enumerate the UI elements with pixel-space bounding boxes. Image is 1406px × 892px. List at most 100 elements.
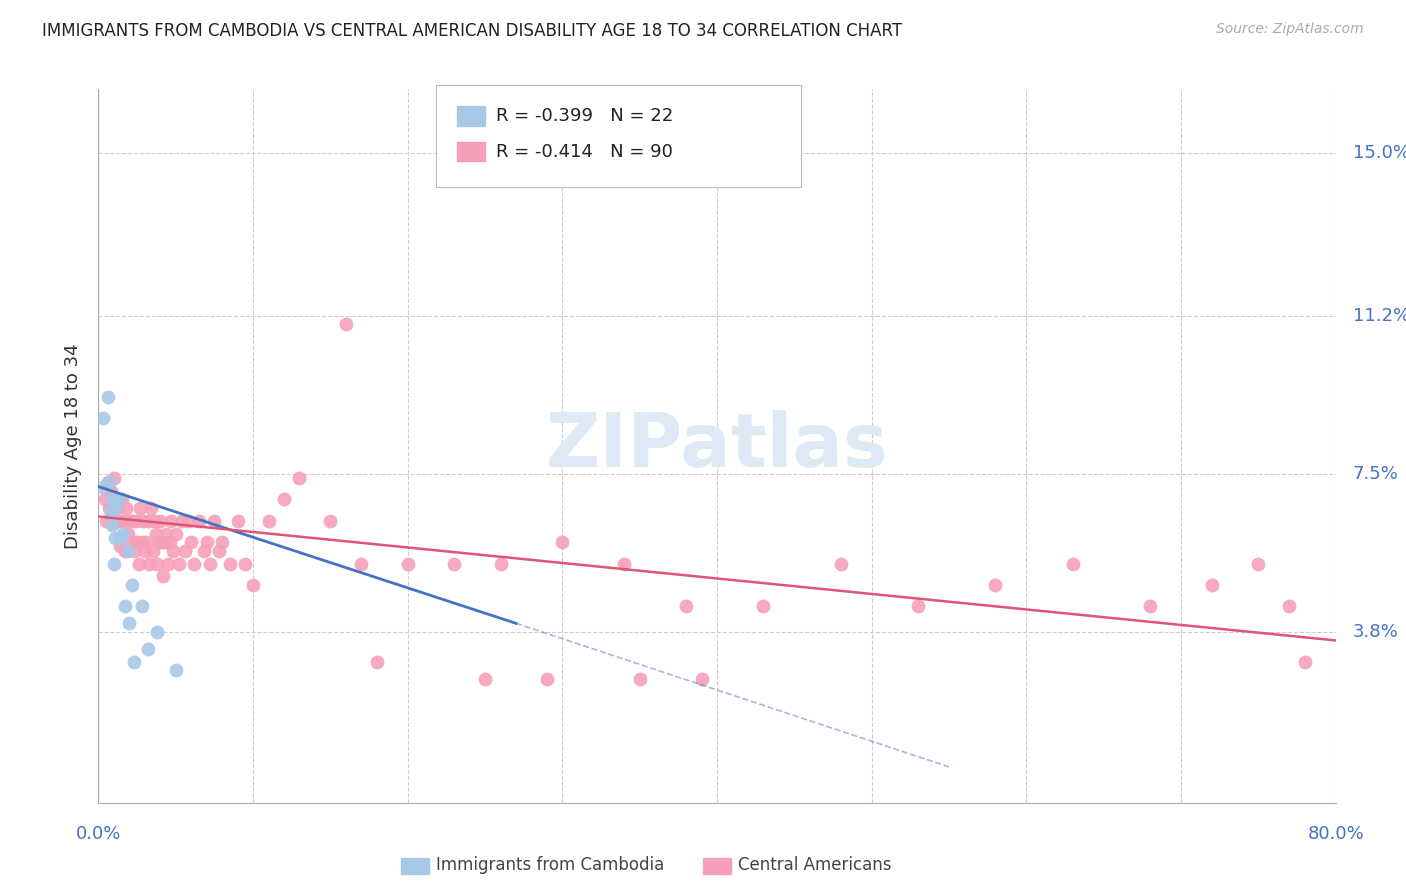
Point [129,500,152,515]
Point [675,599,697,614]
Point [288,471,311,485]
Point [1201,578,1223,592]
Point [551,535,574,549]
Point [97,390,120,404]
Point [97,475,120,490]
Point [104,514,127,528]
Point [101,492,124,507]
Point [107,492,129,507]
Point [335,317,357,331]
Point [219,557,242,571]
Point [170,514,193,528]
Point [150,535,173,549]
Point [152,569,174,583]
Point [134,543,156,558]
Point [165,663,187,677]
Point [160,514,183,528]
Text: 7.5%: 7.5% [1353,465,1399,483]
Point [162,543,184,558]
Point [100,505,122,519]
Point [120,535,142,549]
Point [1139,599,1161,614]
Point [121,578,143,592]
Point [148,535,170,549]
Point [233,557,257,571]
Text: 3.8%: 3.8% [1353,623,1399,640]
Point [114,599,136,614]
Point [121,514,143,528]
Point [396,557,419,571]
Point [188,514,211,528]
Point [489,557,512,571]
Point [104,500,127,515]
Text: IMMIGRANTS FROM CAMBODIA VS CENTRAL AMERICAN DISABILITY AGE 18 TO 34 CORRELATION: IMMIGRANTS FROM CAMBODIA VS CENTRAL AMER… [42,22,903,40]
Point [1062,557,1084,571]
Point [98,500,121,515]
Point [103,557,125,571]
Point [118,514,141,528]
Point [112,514,135,528]
Text: ZIPatlas: ZIPatlas [546,409,889,483]
Point [195,535,218,549]
Point [131,535,153,549]
Point [443,557,465,571]
Point [96,514,118,528]
Point [101,518,124,533]
Point [628,672,651,686]
Point [127,535,149,549]
Text: R = -0.414   N = 90: R = -0.414 N = 90 [496,143,673,161]
Text: 15.0%: 15.0% [1353,145,1406,162]
Point [104,531,127,545]
Point [211,535,233,549]
Point [204,514,226,528]
Point [165,526,187,541]
Point [103,471,125,485]
Point [145,526,167,541]
Point [91,480,114,494]
Point [350,557,373,571]
Point [183,557,205,571]
Point [474,672,496,686]
Text: Source: ZipAtlas.com: Source: ZipAtlas.com [1216,22,1364,37]
Point [174,543,197,558]
Point [319,514,342,528]
Point [136,514,159,528]
Point [1278,599,1301,614]
Point [613,557,636,571]
Point [193,543,215,558]
Text: 11.2%: 11.2% [1353,307,1406,325]
Text: R = -0.399   N = 22: R = -0.399 N = 22 [496,107,673,125]
Text: 80.0%: 80.0% [1308,825,1364,843]
Point [830,557,852,571]
Y-axis label: Disability Age 18 to 34: Disability Age 18 to 34 [65,343,83,549]
Point [107,514,129,528]
Point [118,616,141,631]
Point [226,514,249,528]
Point [101,514,124,528]
Point [111,492,132,507]
Point [128,557,150,571]
Point [135,535,157,549]
Point [132,514,155,528]
Point [1247,557,1270,571]
Point [149,514,172,528]
Point [257,514,280,528]
Point [146,557,169,571]
Point [198,557,221,571]
Point [136,642,159,657]
Point [1294,655,1316,669]
Point [100,483,122,498]
Point [208,543,231,558]
Point [114,543,136,558]
Text: Immigrants from Cambodia: Immigrants from Cambodia [436,856,664,874]
Point [155,526,177,541]
Point [131,599,153,614]
Point [108,540,131,554]
Text: Central Americans: Central Americans [738,856,891,874]
Point [138,557,160,571]
Point [122,655,145,669]
Point [153,535,176,549]
Point [752,599,775,614]
Point [690,672,713,686]
Point [180,535,202,549]
